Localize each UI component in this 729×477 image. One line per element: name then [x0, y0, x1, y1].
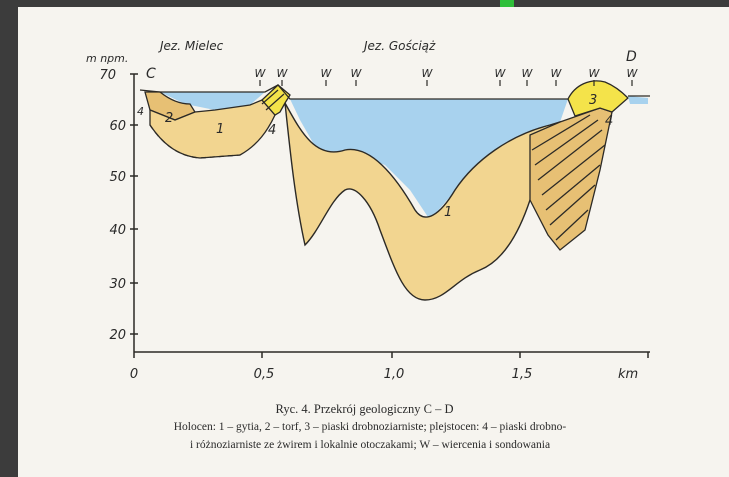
unit-label-4-left: 4: [268, 123, 276, 138]
unit-label-3: 3: [589, 93, 597, 108]
figure-caption-legend-line2: i różnoziarniste ze żwirem i lokalnie ot…: [189, 439, 551, 451]
borehole-label: W: [551, 67, 563, 80]
green-marker: [500, 0, 514, 7]
borehole-label: W: [255, 67, 267, 80]
unit-label-2: 2: [165, 111, 173, 126]
y-tick-label: 70: [99, 68, 116, 83]
borehole-label: W: [277, 67, 289, 80]
right-edge-water: [628, 96, 648, 104]
borehole-label: W: [589, 67, 601, 80]
hatch-lines-left: [261, 89, 285, 111]
borehole-markers: [259, 80, 633, 86]
y-tick-label: 50: [109, 170, 126, 185]
mielec-gyttja-deposit: [149, 99, 276, 159]
unit-label-4-right: 4: [605, 114, 613, 129]
lake-label-mielec: Jez. Mielec: [158, 39, 224, 53]
borehole-label: W: [422, 67, 434, 80]
borehole-label: W: [522, 67, 534, 80]
fine-sand-deposit: [567, 80, 629, 117]
unit-label-1-goscionz: 1: [444, 205, 452, 220]
unit-label-4-far-left: 4: [137, 105, 144, 118]
x-tick-label: 0: [130, 367, 138, 382]
hatch-lines-right: [531, 114, 606, 241]
lake-label-goscionz: Jez. Gościąż: [362, 39, 436, 53]
profile-start-label: C: [146, 66, 156, 82]
figure-caption-legend-line1: Holocen: 1 – gytia, 2 – torf, 3 – piaski…: [173, 421, 567, 433]
x-unit-label: km: [618, 367, 638, 382]
borehole-label: W: [627, 67, 639, 80]
y-axis-unit-label: m npm.: [86, 52, 128, 65]
lake-mielec-water: [160, 92, 265, 110]
x-axis: [133, 351, 650, 358]
borehole-label: W: [321, 67, 333, 80]
ground-surface-line: [139, 84, 650, 100]
y-tick-label: 20: [109, 328, 126, 343]
borehole-label: W: [495, 67, 507, 80]
y-tick-label: 60: [109, 119, 126, 134]
unit-label-1-mielec: 1: [216, 122, 224, 137]
lake-goscionz-water: [290, 99, 568, 220]
borehole-label: W: [351, 67, 363, 80]
x-tick-label: 1,0: [384, 367, 405, 382]
figure-caption-title: Ryc. 4. Przekrój geologiczny C – D: [275, 402, 454, 416]
y-axis: [130, 73, 138, 352]
y-tick-label: 30: [109, 277, 126, 292]
pleistocene-sand-right: [529, 107, 613, 251]
goscionz-gyttja-deposit: [284, 102, 562, 301]
x-tick-label: 0,5: [254, 367, 275, 382]
profile-end-label: D: [626, 49, 637, 65]
y-tick-label: 40: [109, 223, 126, 238]
x-tick-label: 1,5: [512, 367, 533, 382]
